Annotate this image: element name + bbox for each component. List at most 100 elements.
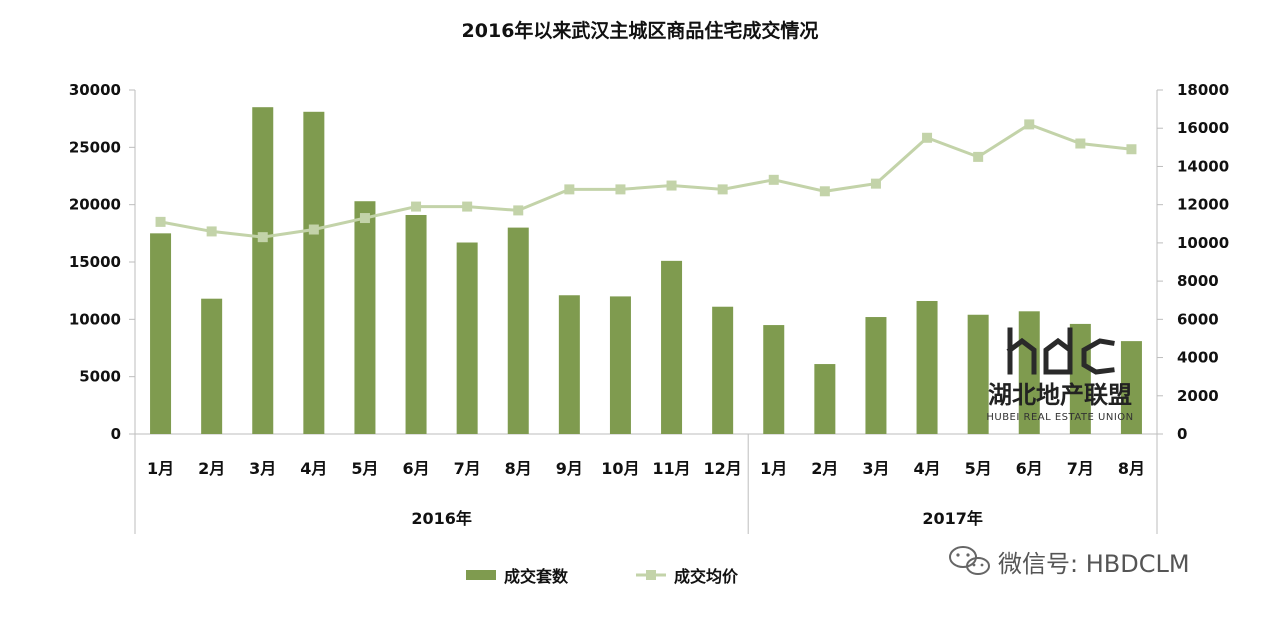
watermark-cn: 湖北地产联盟	[988, 381, 1132, 409]
bar	[661, 260, 683, 434]
left-tick-label: 30000	[69, 81, 121, 99]
legend-swatch-bars	[466, 570, 496, 580]
category-label: 7月	[1067, 459, 1094, 478]
category-label: 2月	[198, 459, 225, 478]
category-labels: 1月 2月 3月 4月 5月 6月 7月 8月 9月 10月 11月 12月 1月 2月 3月 4月 5月 6月 7…	[147, 459, 1145, 478]
bar	[252, 107, 274, 434]
category-label: 1月	[147, 459, 174, 478]
left-tick-label: 10000	[69, 310, 121, 328]
line-point	[564, 184, 575, 195]
watermark-logo: 湖北地产联盟 HUBEI REAL ESTATE UNION	[986, 327, 1133, 423]
bar	[405, 214, 427, 434]
right-tick-label: 10000	[1177, 234, 1229, 252]
legend-item-line: 成交均价	[636, 567, 739, 586]
bar	[916, 300, 938, 434]
bar	[712, 306, 734, 434]
line-point	[973, 151, 984, 162]
bar	[814, 364, 836, 434]
category-label: 6月	[1016, 459, 1043, 478]
left-tick-label: 25000	[69, 138, 121, 156]
wechat-badge: 微信号: HBDCLM	[949, 546, 1190, 578]
right-tick-label: 0	[1177, 425, 1187, 443]
category-label: 12月	[704, 459, 742, 478]
category-label: 8月	[1118, 459, 1145, 478]
category-label: 4月	[300, 459, 327, 478]
line-point	[819, 186, 830, 197]
category-label: 2月	[811, 459, 838, 478]
line-point	[359, 213, 370, 224]
left-axis-ticks: 0 5000 10000 15000 20000 25000 30000	[69, 81, 135, 443]
left-tick-label: 20000	[69, 196, 121, 214]
wechat-id: 微信号: HBDCLM	[998, 550, 1190, 578]
line-point	[462, 201, 473, 212]
legend-swatch-marker	[646, 570, 656, 580]
line-series	[155, 119, 1137, 243]
line-point	[206, 226, 217, 237]
bar	[967, 314, 989, 434]
bar	[865, 317, 887, 434]
line-point	[257, 232, 268, 243]
bar	[507, 227, 529, 434]
bar	[763, 325, 785, 434]
right-tick-label: 4000	[1177, 349, 1219, 367]
line-point	[768, 174, 779, 185]
line-point	[1024, 119, 1035, 130]
legend-label-line: 成交均价	[674, 567, 739, 586]
bar-series	[150, 107, 1142, 434]
category-label: 3月	[862, 459, 889, 478]
bar	[201, 298, 223, 434]
right-tick-label: 18000	[1177, 81, 1229, 99]
line-point	[411, 201, 422, 212]
right-tick-label: 12000	[1177, 196, 1229, 214]
right-tick-label: 2000	[1177, 387, 1219, 405]
bar	[609, 296, 631, 434]
category-label: 1月	[760, 459, 787, 478]
bar	[303, 111, 325, 434]
watermark-en: HUBEI REAL ESTATE UNION	[986, 412, 1133, 423]
category-label: 6月	[402, 459, 429, 478]
bar	[558, 295, 580, 434]
year-label: 2017年	[922, 509, 983, 528]
line-point	[1075, 138, 1086, 149]
category-label: 9月	[556, 459, 583, 478]
right-tick-label: 6000	[1177, 310, 1219, 328]
left-tick-label: 15000	[69, 253, 121, 271]
line-point	[1126, 144, 1137, 155]
category-label: 11月	[652, 459, 690, 478]
category-label: 4月	[913, 459, 940, 478]
right-tick-label: 14000	[1177, 157, 1229, 175]
bar	[1120, 341, 1142, 434]
line-point	[155, 216, 166, 227]
line-point	[922, 132, 933, 143]
right-axis-ticks: 0 2000 4000 6000 8000 10000 12000 14000 16000 180…	[1157, 81, 1229, 443]
legend-label-bars: 成交套数	[504, 567, 569, 586]
line-point	[308, 224, 319, 235]
category-label: 8月	[505, 459, 532, 478]
category-label: 5月	[965, 459, 992, 478]
line-point	[615, 184, 626, 195]
bar	[150, 233, 172, 434]
bar	[354, 201, 376, 434]
category-label: 10月	[601, 459, 639, 478]
line-point	[870, 178, 881, 189]
series-line	[160, 122, 1132, 239]
line-point	[717, 184, 728, 195]
legend-item-bars: 成交套数	[466, 567, 569, 586]
right-tick-label: 16000	[1177, 119, 1229, 137]
category-label: 7月	[454, 459, 481, 478]
year-groups: 2016年 2017年	[134, 434, 1158, 534]
line-point	[666, 180, 677, 191]
right-tick-label: 8000	[1177, 272, 1219, 290]
chart-title: 2016年以来武汉主城区商品住宅成交情况	[462, 19, 819, 42]
left-tick-label: 5000	[79, 368, 121, 386]
wechat-icon	[949, 546, 990, 575]
bar	[456, 242, 478, 434]
legend: 成交套数 成交均价	[466, 567, 739, 586]
category-label: 5月	[351, 459, 378, 478]
left-tick-label: 0	[111, 425, 121, 443]
line-point	[513, 205, 524, 216]
hbdc-logo-icon	[1006, 327, 1115, 375]
year-label: 2016年	[411, 509, 472, 528]
category-label: 3月	[249, 459, 276, 478]
